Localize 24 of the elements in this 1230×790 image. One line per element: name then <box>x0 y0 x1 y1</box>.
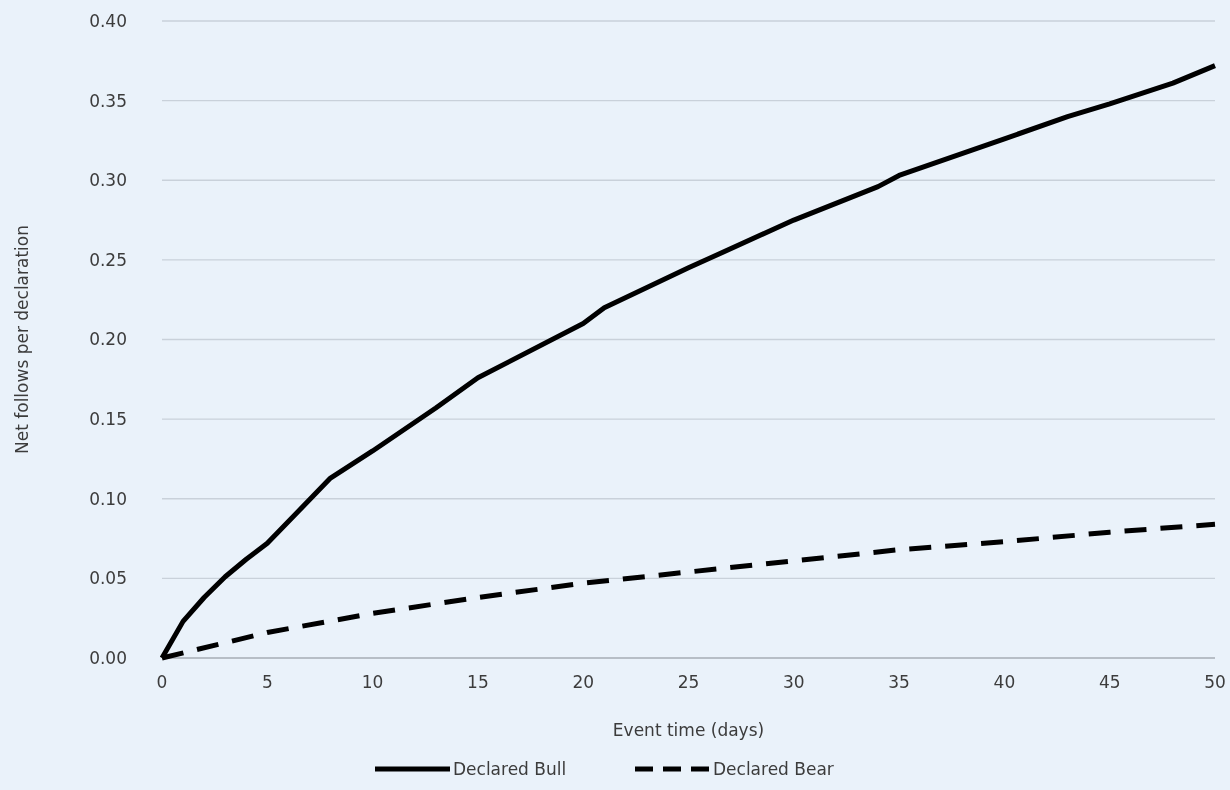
x-tick-label: 40 <box>993 672 1016 692</box>
y-tick-label: 0.30 <box>89 170 127 191</box>
x-tick-label: 5 <box>261 672 273 692</box>
y-tick-label: 0.35 <box>89 90 127 111</box>
x-tick-label: 25 <box>677 672 700 692</box>
y-tick-label: 0.05 <box>89 568 127 589</box>
y-tick-label: 0.40 <box>89 10 127 31</box>
x-tick-label: 45 <box>1098 672 1121 692</box>
y-tick-label: 0.25 <box>89 249 127 270</box>
legend-label: Declared Bull <box>453 759 567 779</box>
x-tick-label: 20 <box>572 672 595 692</box>
x-tick-label: 15 <box>467 672 489 692</box>
y-axis-title: Net follows per declaration <box>12 225 32 454</box>
x-tick-label: 10 <box>361 672 384 692</box>
x-tick-label: 0 <box>156 672 168 692</box>
x-tick-label: 30 <box>782 672 805 692</box>
x-axis-title: Event time (days) <box>612 720 765 740</box>
y-tick-label: 0.15 <box>89 409 127 430</box>
y-tick-label: 0.20 <box>89 329 127 350</box>
x-tick-label: 35 <box>888 672 910 692</box>
y-tick-label: 0.00 <box>89 647 127 668</box>
legend-label: Declared Bear <box>713 759 834 779</box>
x-tick-label: 50 <box>1204 672 1226 692</box>
y-tick-label: 0.10 <box>89 488 127 509</box>
